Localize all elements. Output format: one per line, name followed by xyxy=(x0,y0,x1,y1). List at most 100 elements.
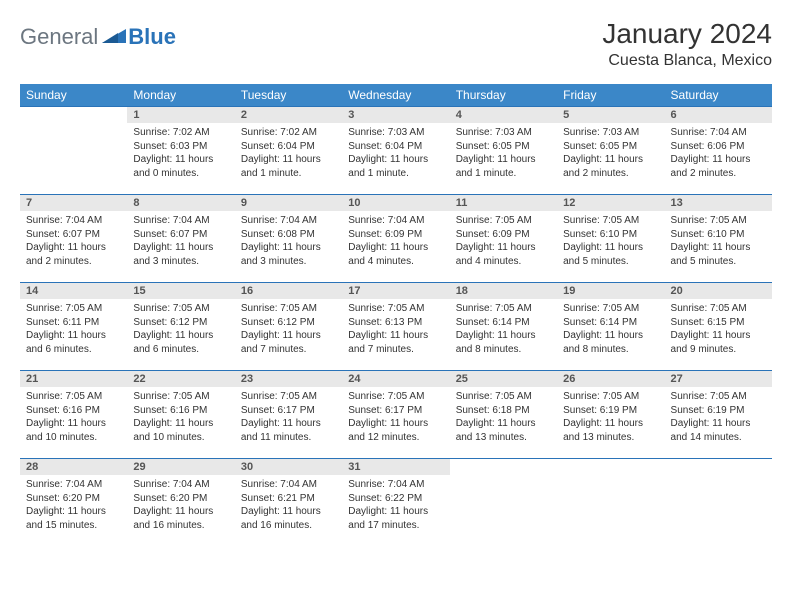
sunrise-line: Sunrise: 7:05 AM xyxy=(671,214,766,228)
sunrise-line: Sunrise: 7:04 AM xyxy=(26,478,121,492)
day-number: 24 xyxy=(342,371,449,387)
daylight-line: Daylight: 11 hours and 14 minutes. xyxy=(671,417,766,444)
weekday-header: Wednesday xyxy=(342,84,449,107)
calendar-day-cell: 16Sunrise: 7:05 AMSunset: 6:12 PMDayligh… xyxy=(235,283,342,371)
sunset-line: Sunset: 6:04 PM xyxy=(241,140,336,154)
day-number-empty xyxy=(20,107,127,124)
calendar-day-cell: 15Sunrise: 7:05 AMSunset: 6:12 PMDayligh… xyxy=(127,283,234,371)
daylight-line: Daylight: 11 hours and 12 minutes. xyxy=(348,417,443,444)
calendar-day-cell: 30Sunrise: 7:04 AMSunset: 6:21 PMDayligh… xyxy=(235,459,342,547)
calendar-table: Sunday Monday Tuesday Wednesday Thursday… xyxy=(20,84,772,547)
day-number: 17 xyxy=(342,283,449,299)
sunrise-line: Sunrise: 7:05 AM xyxy=(133,390,228,404)
day-details: Sunrise: 7:05 AMSunset: 6:12 PMDaylight:… xyxy=(235,299,342,360)
calendar-week-row: 1Sunrise: 7:02 AMSunset: 6:03 PMDaylight… xyxy=(20,107,772,195)
day-details: Sunrise: 7:05 AMSunset: 6:16 PMDaylight:… xyxy=(127,387,234,448)
day-number: 28 xyxy=(20,459,127,475)
weekday-header: Tuesday xyxy=(235,84,342,107)
day-number: 15 xyxy=(127,283,234,299)
day-details: Sunrise: 7:04 AMSunset: 6:22 PMDaylight:… xyxy=(342,475,449,536)
calendar-day-cell: 25Sunrise: 7:05 AMSunset: 6:18 PMDayligh… xyxy=(450,371,557,459)
day-details: Sunrise: 7:05 AMSunset: 6:09 PMDaylight:… xyxy=(450,211,557,272)
daylight-line: Daylight: 11 hours and 10 minutes. xyxy=(26,417,121,444)
calendar-day-cell xyxy=(450,459,557,547)
sunrise-line: Sunrise: 7:03 AM xyxy=(563,126,658,140)
day-details: Sunrise: 7:03 AMSunset: 6:04 PMDaylight:… xyxy=(342,123,449,184)
day-details: Sunrise: 7:05 AMSunset: 6:16 PMDaylight:… xyxy=(20,387,127,448)
daylight-line: Daylight: 11 hours and 16 minutes. xyxy=(241,505,336,532)
sunrise-line: Sunrise: 7:05 AM xyxy=(241,390,336,404)
daylight-line: Daylight: 11 hours and 0 minutes. xyxy=(133,153,228,180)
day-number: 27 xyxy=(665,371,772,387)
sunset-line: Sunset: 6:07 PM xyxy=(26,228,121,242)
weekday-header: Monday xyxy=(127,84,234,107)
day-number: 18 xyxy=(450,283,557,299)
logo: General Blue xyxy=(20,18,176,50)
day-number: 23 xyxy=(235,371,342,387)
day-details: Sunrise: 7:05 AMSunset: 6:14 PMDaylight:… xyxy=(450,299,557,360)
calendar-day-cell: 19Sunrise: 7:05 AMSunset: 6:14 PMDayligh… xyxy=(557,283,664,371)
daylight-line: Daylight: 11 hours and 8 minutes. xyxy=(456,329,551,356)
calendar-day-cell: 23Sunrise: 7:05 AMSunset: 6:17 PMDayligh… xyxy=(235,371,342,459)
daylight-line: Daylight: 11 hours and 5 minutes. xyxy=(671,241,766,268)
weekday-header: Saturday xyxy=(665,84,772,107)
sunrise-line: Sunrise: 7:05 AM xyxy=(26,302,121,316)
day-details: Sunrise: 7:05 AMSunset: 6:17 PMDaylight:… xyxy=(235,387,342,448)
calendar-day-cell: 4Sunrise: 7:03 AMSunset: 6:05 PMDaylight… xyxy=(450,107,557,195)
day-number: 10 xyxy=(342,195,449,211)
calendar-day-cell: 14Sunrise: 7:05 AMSunset: 6:11 PMDayligh… xyxy=(20,283,127,371)
sunset-line: Sunset: 6:05 PM xyxy=(563,140,658,154)
sunrise-line: Sunrise: 7:04 AM xyxy=(241,214,336,228)
day-details: Sunrise: 7:05 AMSunset: 6:17 PMDaylight:… xyxy=(342,387,449,448)
location: Cuesta Blanca, Mexico xyxy=(602,52,772,70)
day-number: 25 xyxy=(450,371,557,387)
day-details: Sunrise: 7:02 AMSunset: 6:04 PMDaylight:… xyxy=(235,123,342,184)
calendar-day-cell xyxy=(665,459,772,547)
day-number: 12 xyxy=(557,195,664,211)
month-title: January 2024 xyxy=(602,18,772,50)
sunrise-line: Sunrise: 7:05 AM xyxy=(456,390,551,404)
sunrise-line: Sunrise: 7:05 AM xyxy=(671,302,766,316)
calendar-day-cell: 13Sunrise: 7:05 AMSunset: 6:10 PMDayligh… xyxy=(665,195,772,283)
sunrise-line: Sunrise: 7:05 AM xyxy=(563,214,658,228)
sunset-line: Sunset: 6:19 PM xyxy=(671,404,766,418)
header: General Blue January 2024 Cuesta Blanca,… xyxy=(20,18,772,70)
calendar-day-cell: 22Sunrise: 7:05 AMSunset: 6:16 PMDayligh… xyxy=(127,371,234,459)
sunset-line: Sunset: 6:09 PM xyxy=(456,228,551,242)
calendar-day-cell: 24Sunrise: 7:05 AMSunset: 6:17 PMDayligh… xyxy=(342,371,449,459)
day-number: 26 xyxy=(557,371,664,387)
calendar-day-cell: 31Sunrise: 7:04 AMSunset: 6:22 PMDayligh… xyxy=(342,459,449,547)
day-details: Sunrise: 7:03 AMSunset: 6:05 PMDaylight:… xyxy=(557,123,664,184)
calendar-day-cell: 11Sunrise: 7:05 AMSunset: 6:09 PMDayligh… xyxy=(450,195,557,283)
calendar-day-cell: 1Sunrise: 7:02 AMSunset: 6:03 PMDaylight… xyxy=(127,107,234,195)
day-number: 2 xyxy=(235,107,342,123)
calendar-day-cell: 9Sunrise: 7:04 AMSunset: 6:08 PMDaylight… xyxy=(235,195,342,283)
daylight-line: Daylight: 11 hours and 5 minutes. xyxy=(563,241,658,268)
day-number: 7 xyxy=(20,195,127,211)
sunset-line: Sunset: 6:18 PM xyxy=(456,404,551,418)
day-details: Sunrise: 7:04 AMSunset: 6:21 PMDaylight:… xyxy=(235,475,342,536)
day-details: Sunrise: 7:05 AMSunset: 6:18 PMDaylight:… xyxy=(450,387,557,448)
daylight-line: Daylight: 11 hours and 7 minutes. xyxy=(348,329,443,356)
sunrise-line: Sunrise: 7:04 AM xyxy=(671,126,766,140)
day-number: 8 xyxy=(127,195,234,211)
daylight-line: Daylight: 11 hours and 2 minutes. xyxy=(563,153,658,180)
sunrise-line: Sunrise: 7:05 AM xyxy=(456,214,551,228)
day-number-empty xyxy=(450,459,557,476)
day-number: 31 xyxy=(342,459,449,475)
calendar-day-cell: 20Sunrise: 7:05 AMSunset: 6:15 PMDayligh… xyxy=(665,283,772,371)
day-number: 1 xyxy=(127,107,234,123)
sunset-line: Sunset: 6:14 PM xyxy=(563,316,658,330)
day-number: 6 xyxy=(665,107,772,123)
day-details: Sunrise: 7:04 AMSunset: 6:20 PMDaylight:… xyxy=(127,475,234,536)
day-number: 11 xyxy=(450,195,557,211)
sunrise-line: Sunrise: 7:04 AM xyxy=(26,214,121,228)
day-number: 19 xyxy=(557,283,664,299)
weekday-header: Thursday xyxy=(450,84,557,107)
sunset-line: Sunset: 6:07 PM xyxy=(133,228,228,242)
sunset-line: Sunset: 6:11 PM xyxy=(26,316,121,330)
sunset-line: Sunset: 6:10 PM xyxy=(563,228,658,242)
calendar-day-cell: 29Sunrise: 7:04 AMSunset: 6:20 PMDayligh… xyxy=(127,459,234,547)
day-number: 29 xyxy=(127,459,234,475)
sunset-line: Sunset: 6:12 PM xyxy=(241,316,336,330)
